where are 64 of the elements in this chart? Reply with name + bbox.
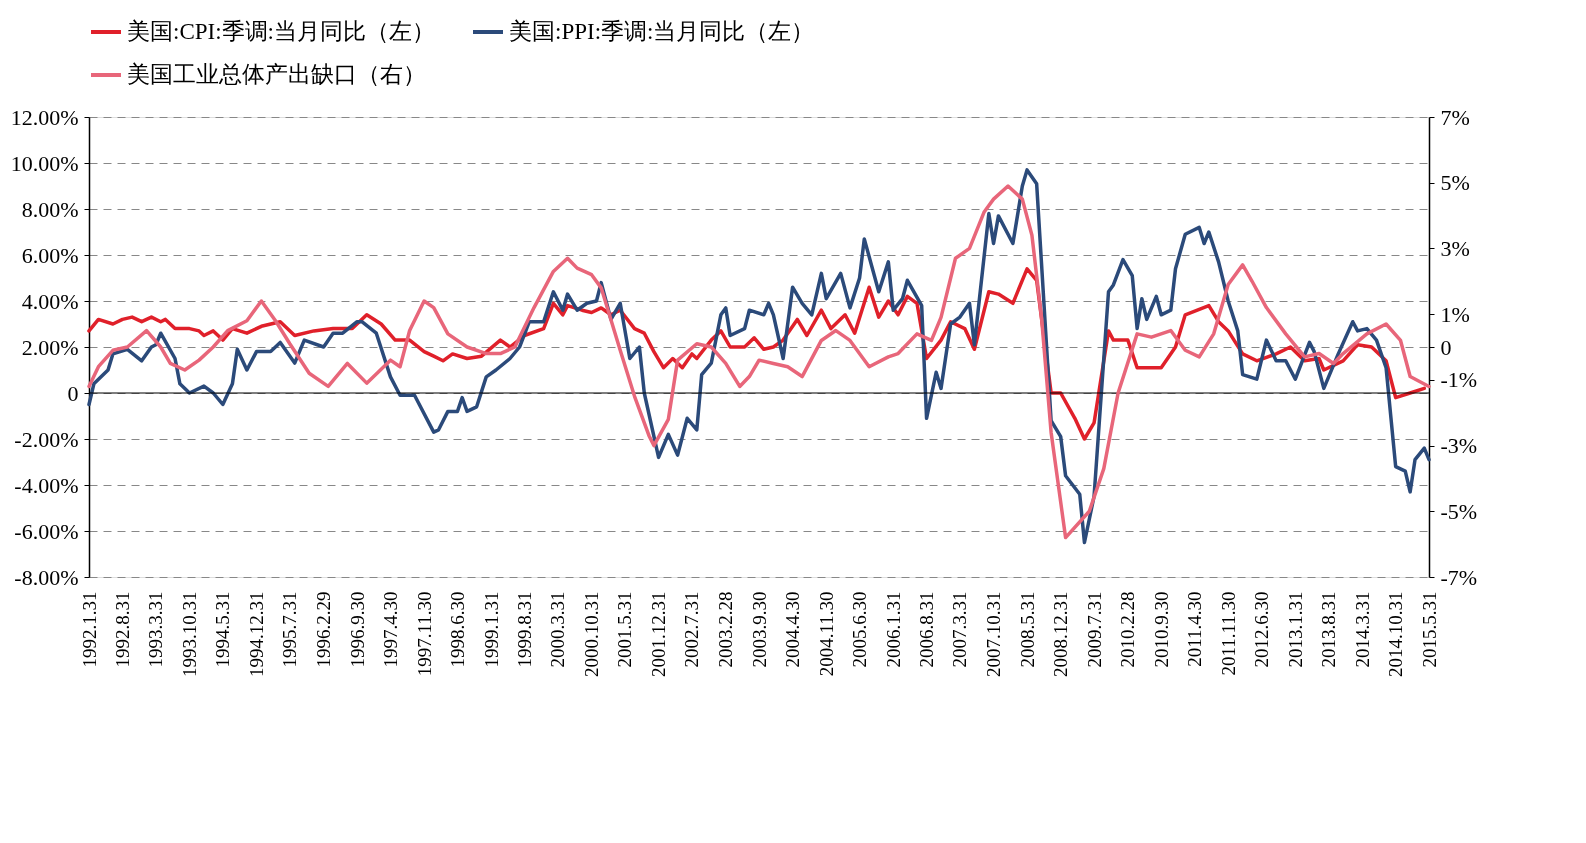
x-tick-label: 2012.6.30 [1251,591,1273,668]
y2-tick-label: 0 [1440,334,1452,360]
x-tick-label: 1993.10.31 [178,591,200,677]
y2-tick-label: -3% [1440,433,1478,459]
y-tick-label: -4.00% [14,472,79,498]
x-tick-label: 2001.12.31 [648,591,670,677]
y2-tick-label: 5% [1440,170,1470,196]
x-tick-label: 2007.10.31 [983,591,1005,677]
x-tick-label: 2011.4.30 [1184,591,1206,667]
x-tick-label: 2005.6.30 [849,591,871,668]
x-tick-label: 2007.3.31 [949,591,971,668]
x-tick-label: 1994.12.31 [245,591,267,677]
x-tick-label: 2008.12.31 [1050,591,1072,677]
x-tick-label: 1999.8.31 [513,591,535,668]
x-tick-label: 1993.3.31 [145,591,167,668]
y-tick-label: -8.00% [14,564,79,590]
x-tick-label: 2002.7.31 [681,591,703,668]
x-tick-label: 1996.2.29 [313,591,335,668]
y2-tick-label: -5% [1440,498,1478,524]
x-tick-label: 2003.9.30 [748,591,770,668]
y2-tick-label: -1% [1440,367,1478,393]
x-tick-label: 2010.2.28 [1117,591,1139,668]
y-tick-label: -6.00% [14,518,79,544]
legend-label: 美国:PPI:季调:当月同比（左） [509,19,815,44]
x-tick-label: 1997.4.30 [379,591,401,668]
x-tick-label: 2010.9.30 [1150,591,1172,668]
x-tick-label: 2015.5.31 [1418,591,1440,668]
x-tick-label: 2014.10.31 [1385,591,1407,677]
y2-tick-label: 1% [1440,301,1470,327]
x-tick-label: 1996.9.30 [346,591,368,668]
x-tick-label: 2009.7.31 [1083,591,1105,668]
y-tick-label: 8.00% [21,196,79,222]
x-tick-label: 2000.10.31 [581,591,603,677]
x-tick-label: 2008.5.31 [1016,591,1038,668]
y2-tick-label: 3% [1440,235,1470,261]
x-tick-label: 1992.8.31 [112,591,133,668]
y-tick-label: 12.00% [10,104,79,130]
x-tick-label: 2000.3.31 [547,591,569,668]
x-tick-label: 1997.11.30 [413,591,435,677]
legend-label: 美国:CPI:季调:当月同比（左） [127,19,435,44]
y2-tick-label: -7% [1440,564,1478,590]
y2-tick-label: 7% [1440,104,1470,130]
x-tick-label: 2003.2.28 [715,591,737,668]
y-tick-label: 10.00% [10,150,79,176]
x-tick-label: 2004.11.30 [815,591,837,677]
y-tick-label: -2.00% [14,426,79,452]
y-tick-label: 0 [67,380,79,406]
x-tick-label: 2011.11.30 [1217,591,1239,676]
x-tick-label: 2013.8.31 [1318,591,1340,668]
x-tick-label: 2014.3.31 [1351,591,1373,668]
x-tick-label: 1998.6.30 [446,591,468,668]
x-tick-label: 2001.5.31 [614,591,636,668]
y-tick-label: 4.00% [21,288,79,314]
x-tick-label: 1995.7.31 [279,591,301,668]
x-tick-label: 2006.1.31 [882,591,904,668]
x-tick-label: 1994.5.31 [212,591,234,668]
x-tick-label: 2004.4.30 [782,591,804,668]
x-tick-label: 1992.1.31 [78,591,100,668]
x-tick-label: 2006.8.31 [916,591,938,668]
y-tick-label: 6.00% [21,242,79,268]
y-tick-label: 2.00% [21,334,79,360]
x-tick-label: 1999.1.31 [480,591,502,668]
legend-label: 美国工业总体产出缺口（右） [127,62,426,87]
x-tick-label: 2013.1.31 [1284,591,1306,668]
